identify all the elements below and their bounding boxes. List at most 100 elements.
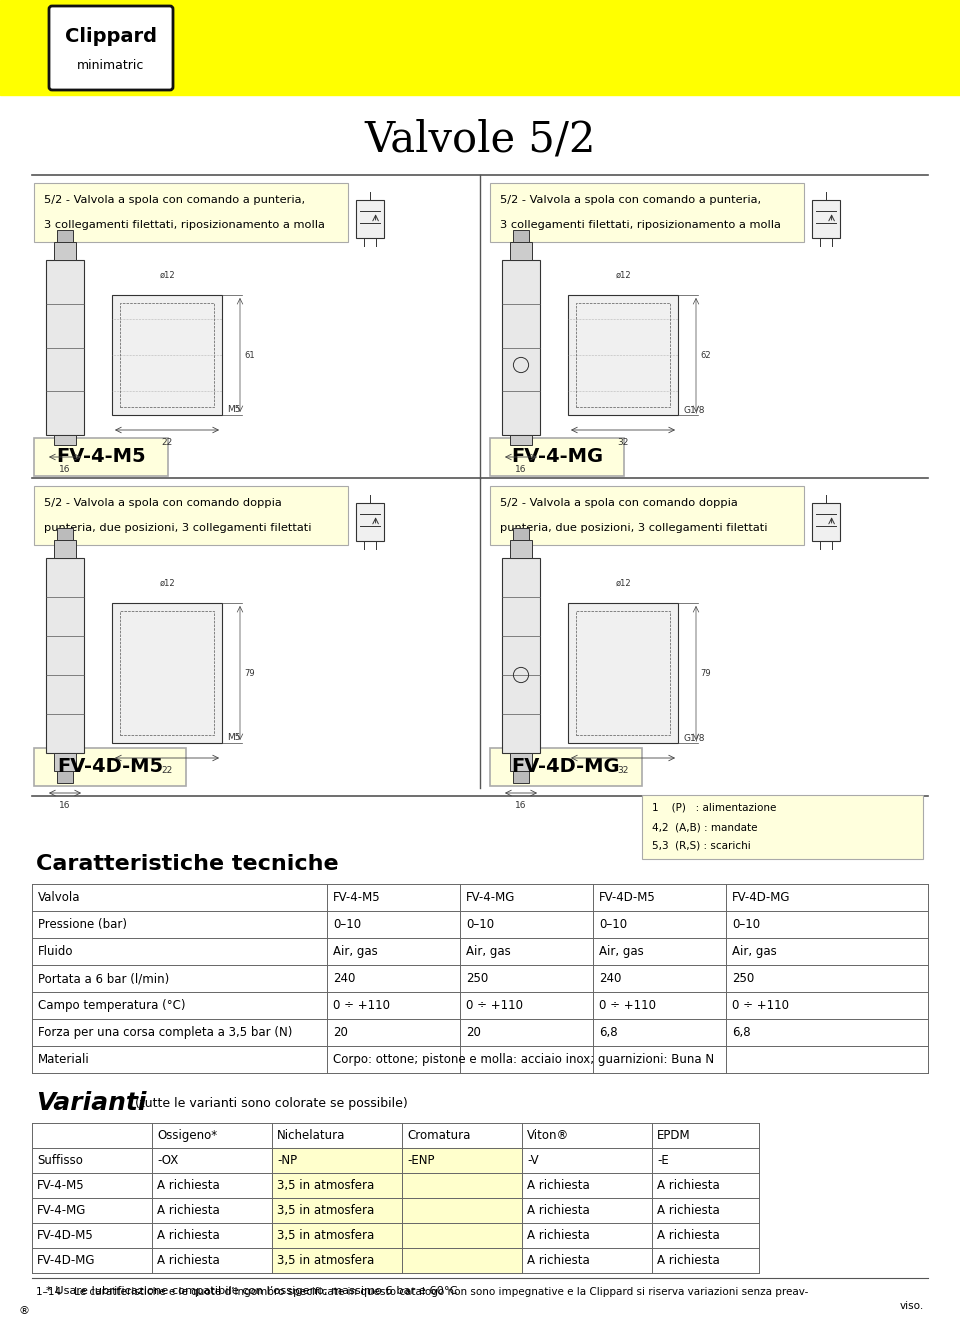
Text: 20: 20 <box>333 1026 348 1039</box>
Text: ø12: ø12 <box>159 578 175 588</box>
Text: 0–10: 0–10 <box>333 918 361 931</box>
Text: 4,2  (A,B) : mandate: 4,2 (A,B) : mandate <box>652 822 757 832</box>
FancyBboxPatch shape <box>490 438 624 476</box>
Text: 1    (P)   : alimentazione: 1 (P) : alimentazione <box>652 803 777 814</box>
Bar <box>112 295 222 415</box>
Text: 0 ÷ +110: 0 ÷ +110 <box>599 999 656 1011</box>
Text: Varianti: Varianti <box>36 1092 147 1116</box>
Text: A richiesta: A richiesta <box>657 1255 720 1267</box>
FancyBboxPatch shape <box>490 183 804 242</box>
Text: 0 ÷ +110: 0 ÷ +110 <box>333 999 390 1011</box>
Bar <box>112 603 222 743</box>
Bar <box>272 1198 402 1222</box>
Text: 22: 22 <box>161 766 173 775</box>
Text: 79: 79 <box>700 668 710 677</box>
Text: -ENP: -ENP <box>407 1154 435 1168</box>
Text: viso.: viso. <box>900 1301 924 1311</box>
Bar <box>568 295 678 415</box>
Text: M5: M5 <box>227 733 241 743</box>
Text: Valvola: Valvola <box>38 891 81 904</box>
Text: A richiesta: A richiesta <box>157 1255 220 1267</box>
Bar <box>120 303 214 407</box>
Text: Air, gas: Air, gas <box>466 945 511 958</box>
Bar <box>402 1198 522 1222</box>
Bar <box>272 1248 402 1273</box>
Text: ø12: ø12 <box>159 271 175 281</box>
Bar <box>46 558 84 754</box>
Text: Clippard: Clippard <box>65 27 157 45</box>
Text: 250: 250 <box>732 973 755 985</box>
Bar <box>576 611 670 735</box>
Bar <box>58 230 73 242</box>
Text: ø12: ø12 <box>615 578 631 588</box>
Text: FV-4D-MG: FV-4D-MG <box>37 1255 95 1267</box>
Text: G1/8: G1/8 <box>683 733 705 743</box>
Bar <box>272 1173 402 1198</box>
Text: Pressione (bar): Pressione (bar) <box>38 918 127 931</box>
Text: -NP: -NP <box>277 1154 298 1168</box>
Text: Corpo: ottone; pistone e molla: acciaio inox; guarnizioni: Buna N: Corpo: ottone; pistone e molla: acciaio … <box>333 1053 714 1066</box>
Text: punteria, due posizioni, 3 collegamenti filettati: punteria, due posizioni, 3 collegamenti … <box>44 522 311 533</box>
Text: 16: 16 <box>60 465 71 474</box>
Bar <box>402 1148 522 1173</box>
Text: 6,8: 6,8 <box>599 1026 617 1039</box>
Text: -OX: -OX <box>157 1154 179 1168</box>
Text: 240: 240 <box>333 973 355 985</box>
Text: 0 ÷ +110: 0 ÷ +110 <box>466 999 523 1011</box>
Text: 5/2 - Valvola a spola con comando a punteria,: 5/2 - Valvola a spola con comando a punt… <box>500 195 761 206</box>
Bar <box>514 528 529 540</box>
Text: 32: 32 <box>617 438 629 448</box>
Bar <box>812 200 840 238</box>
FancyBboxPatch shape <box>49 5 173 90</box>
FancyBboxPatch shape <box>642 795 923 859</box>
Text: 32: 32 <box>617 766 629 775</box>
Bar <box>46 261 84 436</box>
Bar <box>510 242 533 261</box>
Bar <box>812 502 840 541</box>
Bar <box>54 540 77 558</box>
Bar <box>272 1148 402 1173</box>
Text: 240: 240 <box>599 973 621 985</box>
Text: 61: 61 <box>244 350 254 359</box>
Bar <box>58 771 73 783</box>
FancyBboxPatch shape <box>34 438 168 476</box>
Text: EPDM: EPDM <box>657 1129 690 1142</box>
Text: 22: 22 <box>161 438 173 448</box>
Text: minimatric: minimatric <box>78 59 145 72</box>
Text: A richiesta: A richiesta <box>157 1229 220 1242</box>
Text: FV-4-M5: FV-4-M5 <box>37 1178 84 1192</box>
Text: 3,5 in atmosfera: 3,5 in atmosfera <box>277 1204 374 1217</box>
Bar <box>356 200 384 238</box>
Text: punteria, due posizioni, 3 collegamenti filettati: punteria, due posizioni, 3 collegamenti … <box>500 522 767 533</box>
Text: FV-4-MG: FV-4-MG <box>466 891 516 904</box>
Bar <box>514 771 529 783</box>
Text: ø12: ø12 <box>615 271 631 281</box>
Text: 16: 16 <box>60 802 71 810</box>
FancyBboxPatch shape <box>490 748 642 786</box>
Text: FV-4-MG: FV-4-MG <box>511 448 603 466</box>
Text: 3,5 in atmosfera: 3,5 in atmosfera <box>277 1178 374 1192</box>
Text: FV-4D-M5: FV-4D-M5 <box>599 891 656 904</box>
Text: 5/2 - Valvola a spola con comando doppia: 5/2 - Valvola a spola con comando doppia <box>500 498 737 509</box>
Text: Air, gas: Air, gas <box>732 945 777 958</box>
Text: A richiesta: A richiesta <box>527 1204 589 1217</box>
Text: -E: -E <box>657 1154 669 1168</box>
Text: 16: 16 <box>516 802 527 810</box>
Text: Air, gas: Air, gas <box>599 945 644 958</box>
Text: M5: M5 <box>227 406 241 414</box>
Text: 5,3  (R,S) : scarichi: 5,3 (R,S) : scarichi <box>652 840 751 851</box>
Text: G1/8: G1/8 <box>683 406 705 414</box>
Text: ®: ® <box>18 1307 30 1316</box>
Text: 3 collegamenti filettati, riposizionamento a molla: 3 collegamenti filettati, riposizionamen… <box>500 219 780 230</box>
Text: FV-4-MG: FV-4-MG <box>37 1204 86 1217</box>
Bar <box>568 603 678 743</box>
Text: 1–14    Le caratteristiche e le quote d’ingombro specificate in questo catalogo : 1–14 Le caratteristiche e le quote d’ing… <box>36 1287 808 1297</box>
Bar <box>402 1248 522 1273</box>
Text: A richiesta: A richiesta <box>157 1178 220 1192</box>
Text: FV-4D-M5: FV-4D-M5 <box>37 1229 94 1242</box>
Text: A richiesta: A richiesta <box>657 1229 720 1242</box>
Text: Caratteristiche tecniche: Caratteristiche tecniche <box>36 854 339 874</box>
Text: Suffisso: Suffisso <box>37 1154 83 1168</box>
Text: Air, gas: Air, gas <box>333 945 377 958</box>
Text: -V: -V <box>527 1154 539 1168</box>
